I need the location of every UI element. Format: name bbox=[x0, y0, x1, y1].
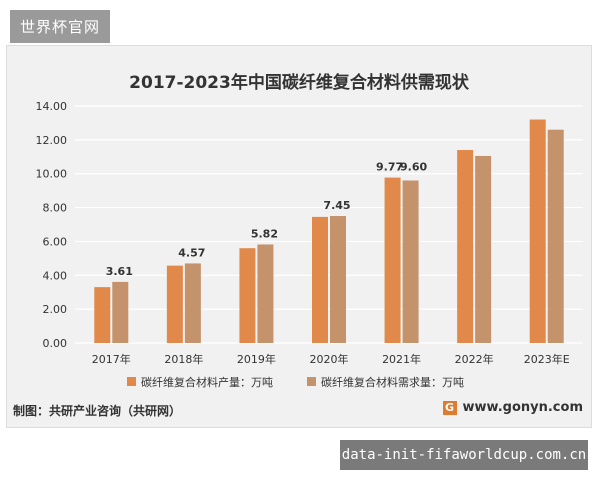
y-tick-label: 4.00 bbox=[43, 269, 68, 282]
y-tick-label: 8.00 bbox=[43, 202, 68, 215]
x-tick-label: 2018年 bbox=[164, 352, 203, 366]
bar-demand bbox=[475, 155, 492, 343]
watermark-top: 世界杯官网 bbox=[10, 10, 111, 43]
bar-chart: 0.00 2.00 4.00 6.00 8.00 10.00 12.00 14.00 2017年… bbox=[36, 100, 583, 389]
legend-swatch bbox=[127, 377, 136, 386]
chart-card: 2017-2023年中国碳纤维复合材料供需现状 0.00 2.00 4.00 6.00… bbox=[6, 45, 592, 428]
site-credit: G www.gonyn.com bbox=[442, 400, 583, 415]
data-label: 3.61 bbox=[106, 265, 133, 278]
bar-demand bbox=[184, 263, 201, 343]
bar-demand bbox=[112, 281, 129, 343]
x-tick-label: 2023年E bbox=[524, 352, 570, 366]
bar-production bbox=[457, 150, 474, 343]
watermark-bottom: data-init-fifaworldcup.com.cn bbox=[340, 440, 588, 470]
data-label: 5.82 bbox=[251, 227, 278, 240]
bar-production bbox=[384, 177, 401, 343]
data-label: 9.60 bbox=[400, 161, 427, 174]
x-tick-label: 2021年 bbox=[382, 352, 421, 366]
chart-title: 2017-2023年中国碳纤维复合材料供需现状 bbox=[129, 73, 469, 93]
x-tick-label: 2019年 bbox=[237, 352, 276, 366]
bar-production bbox=[239, 248, 256, 343]
y-tick-label: 2.00 bbox=[43, 303, 68, 316]
source-caption: 制图：共研产业咨询（共研网） bbox=[13, 404, 182, 418]
y-tick-label: 12.00 bbox=[36, 134, 68, 147]
data-label: 7.45 bbox=[323, 199, 350, 212]
bar-production bbox=[94, 287, 111, 343]
bar-production bbox=[312, 216, 328, 343]
y-tick-label: 0.00 bbox=[43, 337, 68, 350]
x-tick-label: 2020年 bbox=[310, 352, 349, 366]
gonyn-logo-icon: G bbox=[442, 400, 457, 415]
bar-demand bbox=[402, 180, 419, 343]
bar-production bbox=[529, 119, 546, 344]
legend-swatch bbox=[307, 377, 316, 386]
legend-label: 碳纤维复合材料产量：万吨 bbox=[141, 375, 273, 389]
x-tick-label: 2022年 bbox=[455, 352, 494, 366]
bar-demand bbox=[257, 244, 274, 343]
legend-label: 碳纤维复合材料需求量：万吨 bbox=[321, 375, 464, 389]
y-tick-label: 14.00 bbox=[36, 100, 68, 113]
bar-demand bbox=[547, 129, 564, 343]
x-tick-label: 2017年 bbox=[92, 352, 131, 366]
y-tick-label: 6.00 bbox=[43, 235, 68, 248]
y-tick-label: 10.00 bbox=[36, 168, 68, 181]
bar-demand bbox=[330, 216, 346, 343]
bar-production bbox=[166, 265, 183, 343]
data-label: 4.57 bbox=[178, 246, 205, 259]
data-label: 9.77 bbox=[376, 161, 403, 174]
site-url: www.gonyn.com bbox=[462, 400, 583, 415]
